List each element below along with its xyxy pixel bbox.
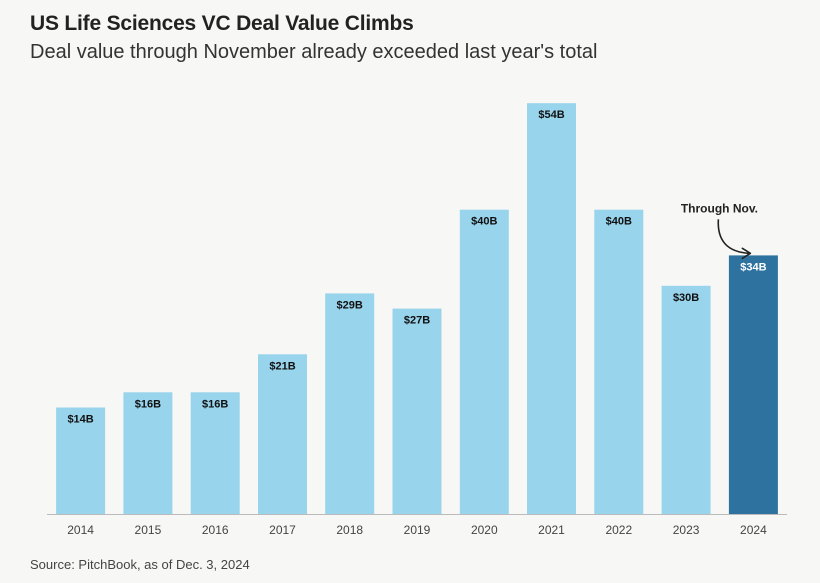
x-tick-label: 2024 — [740, 523, 767, 537]
x-tick-label: 2020 — [471, 523, 498, 537]
bar-value-label: $40B — [471, 216, 497, 228]
bar-value-label: $16B — [202, 398, 228, 410]
annotation-text: Through Nov. — [681, 201, 758, 215]
bar-2020 — [459, 209, 509, 514]
x-tick-label: 2021 — [538, 523, 565, 537]
annotation-arrow-head — [741, 247, 752, 260]
bar-value-label: $14B — [67, 414, 93, 426]
bar-value-label: $29B — [337, 299, 363, 311]
labels-layer: $14B $16B $16B $21B $29B $27B $40B $54B $40B $30B… — [67, 109, 766, 425]
x-axis-ticks: 2014 2015 2016 2017 2018 2019 2020 2021 2022 2023… — [67, 523, 767, 537]
x-tick-label: 2019 — [404, 523, 431, 537]
x-tick-label: 2018 — [336, 523, 363, 537]
annotation-arrow-line — [717, 219, 750, 255]
bar-value-label: $27B — [404, 315, 430, 327]
bars-layer — [56, 103, 778, 515]
x-tick-label: 2015 — [135, 523, 162, 537]
bar-value-label: $34B — [740, 261, 766, 273]
bar-value-label: $16B — [135, 398, 161, 410]
x-tick-label: 2014 — [67, 523, 94, 537]
x-tick-label: 2017 — [269, 523, 296, 537]
bar-2024 — [728, 255, 778, 514]
bar-value-label: $40B — [606, 216, 632, 228]
bar-2018 — [325, 293, 375, 514]
bar-value-label: $30B — [673, 292, 699, 304]
bar-2023 — [661, 285, 711, 514]
bar-2014 — [56, 407, 106, 514]
x-tick-label: 2016 — [202, 523, 229, 537]
bar-value-label: $21B — [269, 360, 295, 372]
bar-2017 — [258, 354, 307, 515]
x-tick-label: 2022 — [605, 523, 632, 537]
annotation: Through Nov. — [681, 201, 758, 260]
chart-title: US Life Sciences VC Deal Value Climbs — [30, 12, 414, 35]
chart-subtitle: Deal value through November already exce… — [30, 41, 598, 63]
bar-2019 — [392, 308, 442, 514]
bar-2022 — [594, 209, 644, 514]
bar-2016 — [190, 392, 240, 514]
bar-2015 — [123, 392, 173, 514]
bar-2021 — [527, 103, 576, 514]
bar-value-label: $54B — [538, 109, 564, 121]
chart-source: Source: PitchBook, as of Dec. 3, 2024 — [30, 557, 250, 572]
x-tick-label: 2023 — [673, 523, 700, 537]
